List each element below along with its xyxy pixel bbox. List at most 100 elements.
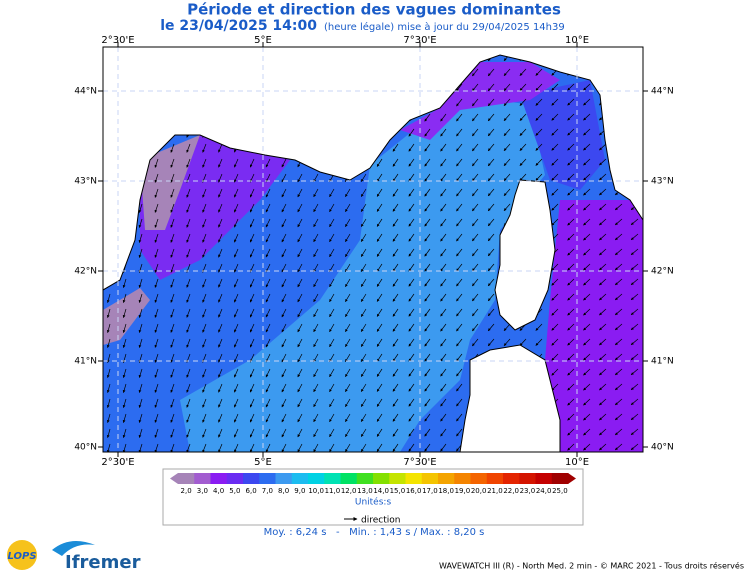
wave-arrow xyxy=(614,308,623,316)
colorbar-segment xyxy=(324,473,341,484)
wave-arrow xyxy=(297,338,303,348)
wave-arrow xyxy=(218,398,223,408)
wave-arrow xyxy=(599,188,607,196)
wave-arrow xyxy=(360,188,367,197)
wave-arrow xyxy=(122,293,127,303)
wave-arrow xyxy=(472,128,479,137)
wave-arrow xyxy=(154,278,159,288)
wave-arrow xyxy=(281,308,287,318)
wave-arrow xyxy=(138,293,143,303)
wave-arrow xyxy=(614,428,623,436)
sea-region xyxy=(180,95,545,452)
lon-label: 7°30'E xyxy=(403,35,436,46)
wave-arrow xyxy=(424,173,431,182)
wave-arrow xyxy=(218,428,223,438)
wave-arrow xyxy=(186,233,191,243)
wave-arrow xyxy=(535,158,543,166)
wave-arrow xyxy=(218,413,223,423)
wave-arrow xyxy=(567,248,575,256)
wave-arrow xyxy=(567,98,575,106)
wave-arrow xyxy=(218,218,223,228)
wave-arrow xyxy=(551,218,559,226)
wave-arrow xyxy=(234,248,239,258)
wave-arrow xyxy=(345,233,351,243)
wave-arrow xyxy=(519,113,527,121)
wave-arrow xyxy=(392,428,399,437)
wave-arrow xyxy=(456,173,463,182)
colorbar-segment xyxy=(226,473,244,484)
wave-arrow xyxy=(249,293,255,303)
wave-arrow xyxy=(440,263,447,272)
colorbar-segment xyxy=(421,473,439,484)
wave-arrow xyxy=(154,353,159,363)
wave-arrow xyxy=(535,323,543,331)
lat-label: 43°N xyxy=(74,177,97,187)
wave-arrow xyxy=(218,443,223,452)
wave-arrow xyxy=(567,293,575,301)
wave-arrow xyxy=(424,383,431,392)
wave-arrow xyxy=(313,233,319,243)
wave-arrow xyxy=(614,293,623,301)
wave-arrow xyxy=(472,323,479,332)
wave-arrow xyxy=(424,398,431,407)
wave-arrow xyxy=(202,158,207,168)
wave-arrow xyxy=(551,323,559,331)
wave-arrow xyxy=(249,278,255,288)
wave-arrow xyxy=(551,278,559,286)
wave-arrow xyxy=(281,173,287,183)
wave-arrow xyxy=(281,158,287,168)
lat-label: 43°N xyxy=(651,177,674,187)
wave-arrow xyxy=(170,248,175,258)
wave-arrow xyxy=(218,293,223,303)
wave-arrow xyxy=(424,308,431,317)
wave-arrow xyxy=(265,323,271,333)
wave-arrow xyxy=(249,203,255,213)
wave-arrow xyxy=(392,293,399,302)
colorbar-label: 6,0 xyxy=(246,487,257,495)
wave-arrow xyxy=(487,113,495,122)
wave-arrow xyxy=(218,233,223,243)
wave-arrow xyxy=(567,383,575,391)
wave-arrow xyxy=(551,98,559,106)
lops-logo xyxy=(7,540,37,570)
wave-arrow xyxy=(551,173,559,181)
wave-arrow xyxy=(376,188,383,197)
wave-arrow xyxy=(583,383,591,391)
wave-arrow xyxy=(170,188,175,198)
wave-arrow xyxy=(599,173,607,181)
colorbar-segment xyxy=(470,473,488,484)
wave-arrow xyxy=(503,173,511,182)
wave-arrow xyxy=(360,263,367,272)
wave-arrow xyxy=(630,353,639,361)
colorbar-label: 8,0 xyxy=(278,487,289,495)
wave-arrow xyxy=(614,413,623,421)
wave-arrow xyxy=(218,188,223,198)
wave-arrow xyxy=(202,218,207,228)
wave-arrow xyxy=(583,443,591,451)
wave-arrow xyxy=(503,128,511,137)
wave-arrow xyxy=(472,293,479,302)
wave-arrow xyxy=(170,143,175,153)
wave-arrow xyxy=(440,248,447,257)
wave-arrow xyxy=(583,308,591,316)
wave-arrow xyxy=(487,218,495,227)
wave-arrow xyxy=(297,248,303,258)
colorbar-segment xyxy=(519,473,536,484)
wave-arrow xyxy=(265,158,271,168)
wave-arrow xyxy=(218,143,223,153)
wave-arrow xyxy=(424,143,431,152)
wave-arrow xyxy=(170,383,175,393)
wave-arrow xyxy=(218,353,223,363)
wave-arrow xyxy=(249,218,255,228)
wave-arrow xyxy=(440,158,447,167)
wave-arrow xyxy=(186,188,191,198)
wave-arrow xyxy=(329,218,335,228)
lops-text: LOPS xyxy=(7,551,36,562)
colorbar-label: 16,0 xyxy=(406,487,422,495)
ifremer-logo xyxy=(52,541,95,556)
colorbar-segment xyxy=(275,473,293,484)
wave-arrow xyxy=(583,368,591,376)
lon-label: 7°30'E xyxy=(403,457,436,468)
wave-arrow xyxy=(138,383,143,393)
wave-arrow xyxy=(424,338,431,347)
